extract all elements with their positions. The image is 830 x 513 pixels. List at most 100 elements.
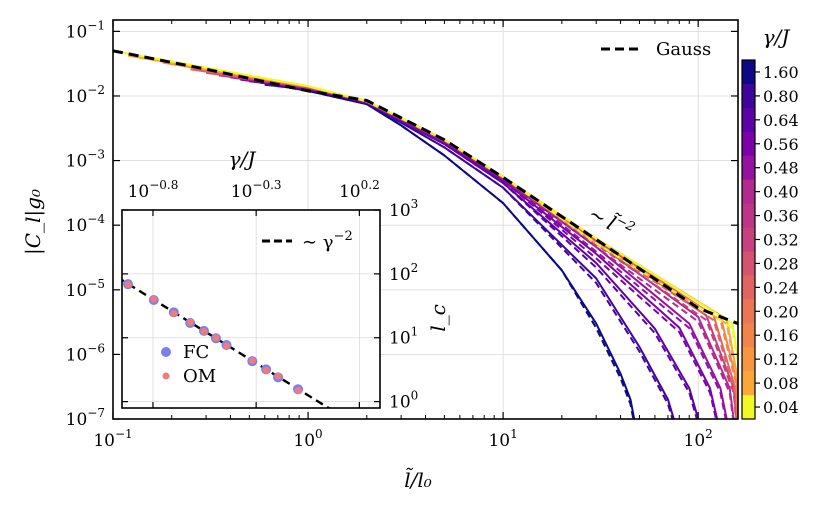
inset-y-tick-base: 10 xyxy=(389,201,411,221)
gauss-curve xyxy=(113,49,738,325)
fc-point xyxy=(355,423,365,433)
colorbar-tick-label: 0.20 xyxy=(763,302,799,321)
main-y-tick-base: 10 xyxy=(66,410,88,430)
om-legend-marker xyxy=(162,372,170,380)
om-point xyxy=(150,295,158,303)
inset-y-tick-label: 103 xyxy=(389,197,418,221)
colorbar-tick-label: 0.12 xyxy=(763,350,799,369)
gauss-reference xyxy=(113,49,738,325)
colorbar: γ/J 1.60 0.80 0.64 0.56 0.48 0.40 0.36 0.32 0.28… xyxy=(741,25,799,420)
main-y-tick-base: 10 xyxy=(66,152,88,172)
om-point xyxy=(88,259,95,266)
main-y-tick-base: 10 xyxy=(66,22,88,42)
fc-point xyxy=(87,257,97,267)
main-y-tick-exp: −4 xyxy=(87,212,105,226)
main-y-tick-exp: −6 xyxy=(87,341,105,355)
om-point xyxy=(200,328,208,336)
colorbar-tick-label: 0.36 xyxy=(763,207,799,226)
inset-x-tick-exp: 0.2 xyxy=(361,178,380,192)
main-ticks: 10−1 100 101 10210−110−210−310−410−510−610−… xyxy=(66,18,738,451)
fc-legend-label: FC xyxy=(183,342,209,363)
main-y-tick-label: 10−5 xyxy=(66,277,105,301)
main-y-tick-base: 10 xyxy=(66,345,88,365)
main-y-tick-label: 10−2 xyxy=(66,83,105,107)
inset-y-tick-exp: 1 xyxy=(411,325,419,339)
colorbar-title: γ/J xyxy=(763,25,791,49)
colorbar-segment xyxy=(742,107,755,133)
colorbar-segment xyxy=(742,299,755,324)
main-y-tick-label: 10−6 xyxy=(66,341,105,365)
main-y-tick-label: 10−4 xyxy=(66,212,106,236)
om-curve xyxy=(289,86,635,419)
om-point xyxy=(170,309,178,317)
inset-y-tick-exp: 0 xyxy=(411,389,419,403)
main-y-tick-exp: −5 xyxy=(87,277,105,291)
colorbar-tick-label: 0.80 xyxy=(763,87,799,106)
inset-y-tick-label: 101 xyxy=(389,325,418,349)
inset-points xyxy=(87,257,365,433)
inset-x-tick-label: 100.2 xyxy=(339,178,380,202)
om-point xyxy=(212,334,220,342)
inset-y-axis-label: l_c xyxy=(426,304,450,332)
inset-y-tick-label: 102 xyxy=(389,261,418,285)
main-y-tick-label: 10−7 xyxy=(66,406,105,430)
fc-legend-marker xyxy=(161,347,171,357)
colorbar-tick-label: 0.28 xyxy=(763,254,799,273)
inset-x-tick-label: 10−0.3 xyxy=(231,178,282,202)
colorbar-tick-label: 0.16 xyxy=(763,326,799,345)
main-x-tick-exp: −1 xyxy=(115,427,133,441)
colorbar-segment xyxy=(742,371,755,396)
inset-x-tick-base: 10 xyxy=(128,182,150,202)
om-point xyxy=(274,372,282,380)
colorbar-segment xyxy=(742,275,755,300)
inset-y-tick-exp: 3 xyxy=(411,197,419,211)
main-y-tick-label: 10−3 xyxy=(66,148,105,172)
main-curves xyxy=(113,49,738,419)
main-y-tick-label: 10−1 xyxy=(66,18,105,42)
main-y-tick-base: 10 xyxy=(66,281,88,301)
main-x-tick-base: 10 xyxy=(293,431,315,451)
main-y-tick-exp: −2 xyxy=(87,83,105,97)
colorbar-tick-label: 0.32 xyxy=(763,231,799,250)
gauss-legend-label: Gauss xyxy=(656,39,711,60)
colorbar-segment xyxy=(742,179,755,205)
om-point xyxy=(223,342,231,350)
colorbar-segment xyxy=(742,155,755,181)
colorbar-tick-label: 0.64 xyxy=(763,111,799,130)
colorbar-ticks: 1.60 0.80 0.64 0.56 0.48 0.40 0.36 0.32 0.28 0.24… xyxy=(755,63,799,417)
inset-y-tick-base: 10 xyxy=(389,393,411,413)
inset-x-tick-base: 10 xyxy=(231,182,253,202)
main-x-tick-exp: 1 xyxy=(510,427,518,441)
inset-y-tick-base: 10 xyxy=(389,329,411,349)
colorbar-segments xyxy=(742,60,755,420)
om-point xyxy=(186,318,194,326)
main-x-tick-exp: 0 xyxy=(315,427,323,441)
fit-legend-text: ∼ γ xyxy=(302,232,334,253)
main-y-tick-base: 10 xyxy=(66,87,88,107)
inset-legend: ∼ γ−2 FC OM xyxy=(161,229,353,387)
om-point xyxy=(357,424,364,431)
inset-frame xyxy=(121,209,381,409)
colorbar-segment xyxy=(742,203,755,229)
main-y-tick-exp: −3 xyxy=(87,148,105,162)
main-legend: Gauss xyxy=(601,39,711,60)
colorbar-tick-label: 0.08 xyxy=(763,374,799,393)
colorbar-segment xyxy=(742,323,755,348)
y-label-text: |C_l|g₀ xyxy=(21,189,46,255)
main-y-axis-label: |C_l|g₀ xyxy=(21,189,46,255)
colorbar-segment xyxy=(742,227,755,252)
om-point xyxy=(262,366,270,374)
inset-x-tick-exp: −0.3 xyxy=(252,178,281,192)
colorbar-tick-label: 0.48 xyxy=(763,159,799,178)
main-x-tick-base: 10 xyxy=(488,431,510,451)
main-x-tick-label: 101 xyxy=(488,427,517,451)
main-y-tick-exp: −1 xyxy=(87,18,105,32)
colorbar-segment xyxy=(742,60,755,85)
main-x-tick-base: 10 xyxy=(93,431,115,451)
om-point xyxy=(248,357,256,365)
colorbar-segment xyxy=(742,83,755,109)
inset-y-tick-base: 10 xyxy=(389,265,411,285)
colorbar-segment xyxy=(742,131,755,157)
main-x-tick-exp: 2 xyxy=(705,427,713,441)
